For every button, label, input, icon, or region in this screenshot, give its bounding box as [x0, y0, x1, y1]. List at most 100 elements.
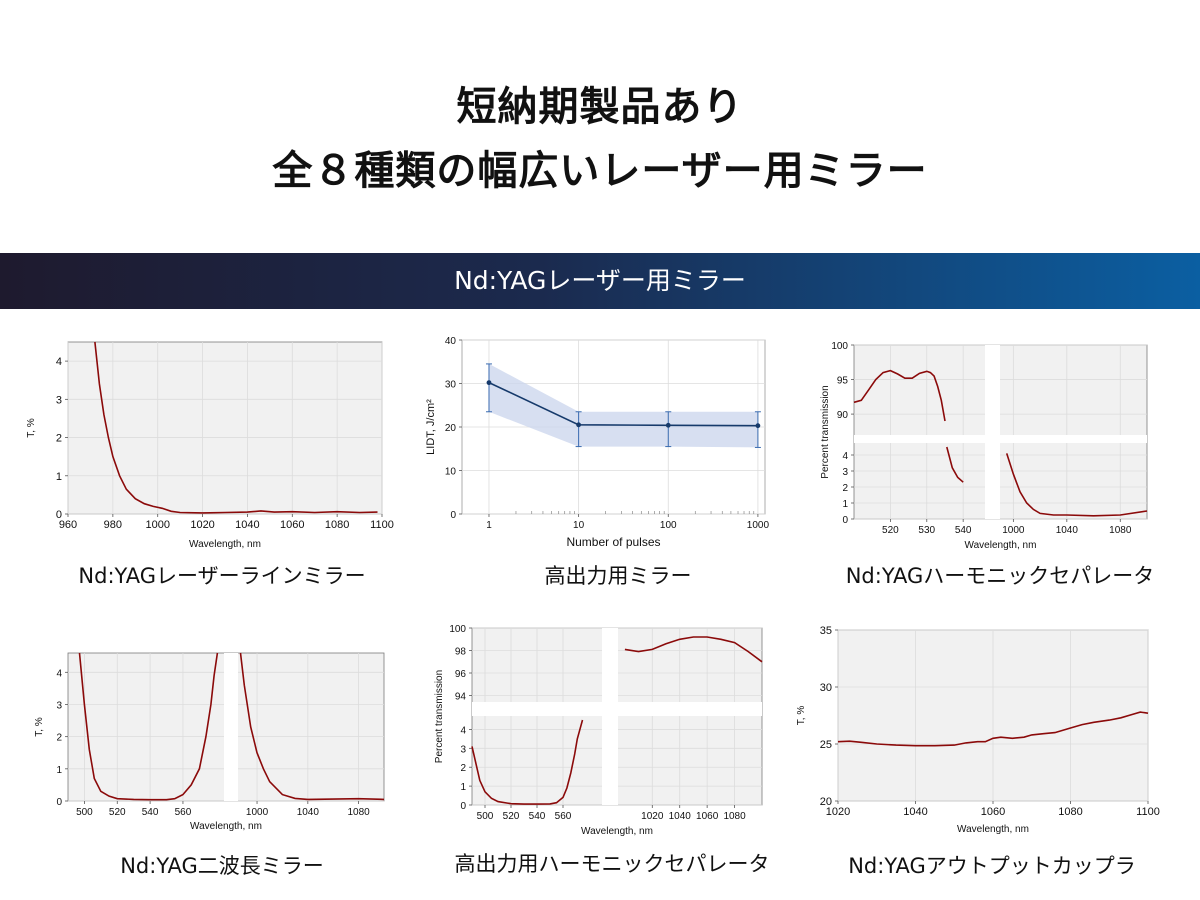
y-tick-label: 1 — [842, 499, 848, 510]
x-tick-label: 1040 — [297, 807, 320, 818]
headline-line-1: 短納期製品あり — [456, 84, 744, 130]
y-axis-label: Percent transmission — [820, 385, 831, 478]
x-tick-label: 1060 — [981, 806, 1005, 818]
x-tick-label: 1060 — [696, 811, 719, 822]
x-axis-label: Number of pulses — [566, 535, 660, 549]
transmission-curve — [837, 711, 1149, 747]
transmission-curve — [946, 446, 964, 483]
x-tick-label: 1100 — [370, 519, 394, 531]
chart-harmonic-separator: 520 530 540 1000 1040 1080 0 1 2 3 4 90 95 100 Wavelen… — [820, 341, 1148, 551]
y-tick-label: 94 — [455, 692, 467, 703]
x-tick-label: 980 — [104, 519, 122, 531]
x-axis-label: Wavelength, nm — [965, 540, 1037, 551]
x-tick-label: 500 — [477, 811, 494, 822]
x-tick-label: 10 — [573, 520, 585, 531]
headline-line-2: 全８種類の幅広いレーザー用ミラー — [272, 148, 928, 194]
y-tick-label: 1 — [460, 782, 466, 793]
x-axis-label: Wavelength, nm — [957, 824, 1029, 835]
x-tick-label: 1080 — [347, 807, 370, 818]
y-axis-label: Percent transmission — [434, 670, 445, 763]
axis-break-gap — [985, 345, 1000, 519]
y-tick-label: 25 — [820, 739, 832, 751]
y-tick-label: 4 — [460, 725, 466, 736]
chart-high-power-separator: 500 520 540 560 1020 1040 1060 1080 0 1 2 3 4 94 96 98 1… — [434, 624, 763, 837]
transmission-curve — [239, 652, 385, 801]
y-axis-label: T, % — [34, 717, 45, 737]
x-tick-label: 1020 — [641, 811, 664, 822]
x-tick-label: 1040 — [903, 806, 927, 818]
x-tick-label: 520 — [882, 525, 899, 536]
transmission-curve — [471, 719, 584, 805]
chart-line-mirror: 960 980 1000 1020 1040 1060 1080 1100 0 1 2 3 4 Wavel… — [26, 341, 394, 550]
chart-lidt: 1 10 100 1000 0 10 20 30 40 Number of pulses LIDT,… — [425, 336, 770, 549]
y-tick-label: 95 — [837, 376, 849, 387]
x-tick-label: 1100 — [1136, 806, 1160, 818]
transmission-curve — [853, 369, 946, 422]
x-axis-label: Wavelength, nm — [189, 539, 261, 550]
x-tick-label: 1080 — [1058, 806, 1082, 818]
caption-output-coupler: Nd:YAGアウトプットカップラ — [848, 854, 1136, 878]
y-tick-label: 35 — [820, 625, 832, 637]
x-tick-label: 1080 — [1109, 525, 1132, 536]
x-tick-label: 1000 — [246, 807, 269, 818]
plot-area — [853, 344, 1148, 520]
transmission-curve — [1005, 453, 1148, 517]
y-tick-label: 10 — [445, 467, 457, 478]
y-tick-label: 2 — [842, 483, 848, 494]
y-tick-label: 1 — [56, 765, 62, 776]
y-tick-label: 20 — [445, 423, 457, 434]
data-point — [755, 423, 761, 429]
y-tick-label: 3 — [460, 744, 466, 755]
x-tick-label: 530 — [918, 525, 935, 536]
x-tick-label: 540 — [529, 811, 546, 822]
x-tick-label: 560 — [555, 811, 572, 822]
y-tick-label: 98 — [455, 647, 467, 658]
transmission-curve — [94, 341, 378, 514]
y-tick-label: 100 — [449, 624, 466, 635]
y-tick-label: 3 — [842, 467, 848, 478]
caption-high-power-separator: 高出力用ハーモニックセパレータ — [454, 852, 770, 876]
chart-dual-wavelength: 500 520 540 560 1000 1040 1080 0 1 2 3 4 Wavelength,… — [34, 652, 385, 832]
category-banner: Nd:YAGレーザー用ミラー — [0, 253, 1200, 309]
x-tick-label: 1040 — [235, 519, 259, 531]
x-tick-label: 1040 — [669, 811, 692, 822]
y-tick-label: 2 — [56, 733, 62, 744]
caption-dual-wavelength: Nd:YAG二波長ミラー — [120, 854, 324, 878]
caption-harmonic-separator: Nd:YAGハーモニックセパレータ — [845, 564, 1155, 588]
y-tick-label: 90 — [837, 410, 849, 421]
x-tick-label: 1000 — [747, 520, 770, 531]
x-tick-label: 1040 — [1056, 525, 1079, 536]
x-tick-label: 100 — [660, 520, 677, 531]
y-tick-label: 40 — [445, 336, 457, 347]
data-point — [576, 422, 582, 428]
chart-output-coupler: 1020 1040 1060 1080 1100 20 25 30 35 Wavelength, … — [796, 625, 1160, 835]
x-tick-label: 1 — [486, 520, 492, 531]
data-point — [486, 380, 492, 386]
y-tick-label: 2 — [460, 763, 466, 774]
y-axis-label: T, % — [796, 706, 807, 726]
x-tick-label: 1060 — [280, 519, 304, 531]
y-tick-label: 0 — [56, 797, 62, 808]
y-tick-label: 4 — [56, 356, 62, 368]
data-point — [665, 422, 671, 428]
y-tick-label: 3 — [56, 394, 62, 406]
y-tick-label: 20 — [820, 796, 832, 808]
x-tick-label: 520 — [109, 807, 126, 818]
y-tick-label: 4 — [842, 451, 848, 462]
y-axis-label: T, % — [26, 418, 37, 438]
x-axis-label: Wavelength, nm — [190, 821, 262, 832]
x-tick-label: 1000 — [145, 519, 169, 531]
y-tick-label: 100 — [831, 341, 848, 352]
y-tick-label: 96 — [455, 669, 467, 680]
lidt-line — [488, 381, 758, 427]
x-tick-label: 1080 — [325, 519, 349, 531]
x-tick-label: 1020 — [190, 519, 214, 531]
caption-high-power-mirror: 高出力用ミラー — [544, 564, 692, 588]
y-tick-label: 3 — [56, 700, 62, 711]
y-tick-label: 4 — [56, 668, 62, 679]
y-tick-label: 2 — [56, 433, 62, 445]
x-tick-label: 1080 — [723, 811, 746, 822]
transmission-curve — [78, 652, 219, 801]
y-tick-label: 30 — [820, 682, 832, 694]
axis-break-gap — [224, 653, 238, 801]
